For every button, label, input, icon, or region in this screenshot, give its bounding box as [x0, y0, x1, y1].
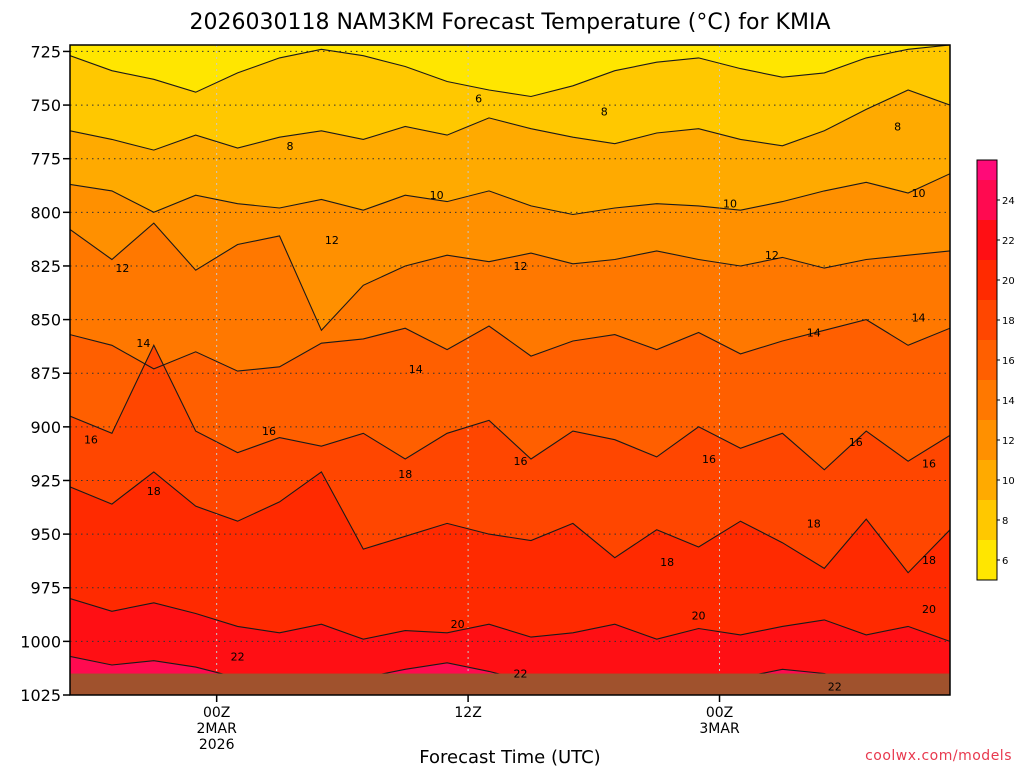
contour-label: 16: [513, 455, 527, 468]
contour-label: 14: [409, 363, 423, 376]
colorbar-tick-label: 16: [1002, 356, 1015, 367]
contour-label: 16: [84, 434, 98, 447]
y-tick-label: 750: [30, 96, 61, 115]
isotherm-14: [70, 319, 950, 372]
contour-label: 14: [807, 326, 821, 339]
contour-label: 10: [723, 198, 737, 211]
colorbar-swatch: [977, 340, 997, 380]
contour-label: 12: [765, 249, 779, 262]
y-tick-label: 1000: [20, 632, 61, 651]
contour-label: 18: [660, 556, 674, 569]
band-above-20: [70, 598, 950, 695]
colorbar-tick-label: 12: [1002, 436, 1015, 447]
chart-title: 2026030118 NAM3KM Forecast Temperature (…: [190, 10, 831, 35]
y-tick-label: 875: [30, 364, 61, 383]
contour-labels: 6 8 8 8 10 10 10 12 12 12 12 14 14 14 14 16 16 16 16 16 16 18…: [84, 93, 936, 694]
contour-label: 16: [262, 425, 276, 438]
isotherm-16: [70, 344, 950, 471]
credit-text: coolwx.com/models: [865, 748, 1012, 764]
isotherm-10: [70, 173, 950, 216]
colorbar-swatch: [977, 160, 997, 180]
x-tick-label: 2MAR: [197, 721, 238, 737]
contour-label: 22: [513, 668, 527, 681]
colorbar-tick-label: 18: [1002, 316, 1015, 327]
contour-label: 20: [692, 610, 706, 623]
contour-label: 6: [475, 93, 482, 106]
colorbar-tick-label: 22: [1002, 236, 1015, 247]
colorbar-tick-label: 24: [1002, 196, 1015, 207]
temperature-bands: [70, 45, 950, 695]
colorbar-tick-label: 20: [1002, 276, 1015, 287]
y-tick-label: 925: [30, 471, 61, 490]
contour-label: 22: [231, 650, 245, 663]
y-tick-label: 725: [30, 42, 61, 61]
contour-label: 10: [912, 187, 926, 200]
x-tick-label: 00Z: [203, 705, 230, 721]
contour-label: 8: [601, 106, 608, 119]
grid-lines: [70, 45, 950, 696]
colorbar-swatch: [977, 460, 997, 500]
contour-label: 18: [922, 554, 936, 567]
contour-label: 16: [702, 453, 716, 466]
colorbar-swatch: [977, 300, 997, 340]
colorbar-swatch: [977, 180, 997, 220]
contour-label: 14: [136, 337, 150, 350]
y-tick-label: 825: [30, 257, 61, 276]
y-tick-label: 1025: [20, 686, 61, 705]
y-tick-label: 950: [30, 525, 61, 544]
isotherm-8: [70, 89, 950, 151]
contour-label: 12: [325, 234, 339, 247]
contour-label: 12: [513, 260, 527, 273]
colorbar-swatch: [977, 420, 997, 460]
plot-frame: [69, 44, 951, 696]
contour-label: 16: [849, 436, 863, 449]
y-tick-label: 775: [30, 150, 61, 169]
colorbar-swatch: [977, 500, 997, 540]
y-tick-label: 975: [30, 579, 61, 598]
ground-surface: [70, 673, 950, 695]
isotherm-12: [70, 222, 950, 332]
x-tick-label: 2026: [199, 737, 235, 753]
colorbar-tick-label: 8: [1002, 516, 1008, 527]
colorbar-tick-label: 10: [1002, 476, 1015, 487]
colorbar-swatch: [977, 540, 997, 580]
contour-label: 14: [912, 311, 926, 324]
isotherm-contours: [70, 45, 950, 690]
y-tick-label: 850: [30, 311, 61, 330]
x-axis-title: Forecast Time (UTC): [419, 747, 600, 768]
y-tick-label: 900: [30, 418, 61, 437]
isotherm-18: [70, 471, 950, 574]
contour-label: 8: [894, 121, 901, 134]
contour-label: 12: [115, 262, 129, 275]
contour-label: 18: [807, 517, 821, 530]
contour-label: 16: [922, 457, 936, 470]
x-tick-label: 3MAR: [699, 721, 740, 737]
x-tick-label: 12Z: [454, 705, 481, 721]
colorbar-swatch: [977, 260, 997, 300]
contour-label: 20: [451, 618, 465, 631]
isotherm-6: [70, 45, 950, 98]
colorbar-legend: 6 8 10 12 14 16 18 20 22 24: [976, 159, 1015, 581]
contour-label: 10: [430, 189, 444, 202]
y-tick-label: 800: [30, 203, 61, 222]
contour-label: 20: [922, 603, 936, 616]
y-axis: 725 750 775 800 825 850 875 900 925 950 975 1000 102…: [20, 42, 70, 705]
contour-label: 18: [147, 485, 161, 498]
x-tick-label: 00Z: [706, 705, 733, 721]
colorbar-frame: [976, 159, 998, 581]
colorbar-swatch: [977, 380, 997, 420]
contour-label: 22: [828, 680, 842, 693]
contour-label: 18: [398, 468, 412, 481]
contour-label: 8: [287, 140, 294, 153]
colorbar-swatch: [977, 220, 997, 260]
colorbar-tick-label: 14: [1002, 396, 1015, 407]
colorbar-tick-label: 6: [1002, 556, 1008, 567]
isotherm-20: [70, 597, 950, 642]
